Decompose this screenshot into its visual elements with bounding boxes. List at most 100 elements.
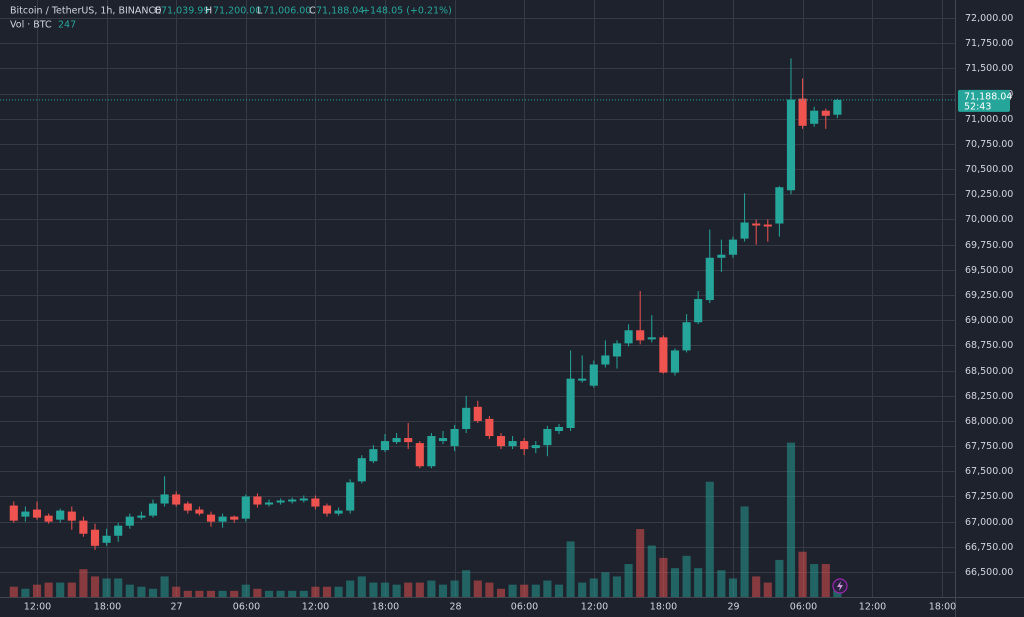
candle-body	[798, 98, 807, 126]
volume-bar	[462, 570, 471, 597]
close-letter: C	[309, 6, 316, 17]
y-tick-label: 68,500.00	[965, 366, 1013, 377]
change: +148.05 (+0.21%)	[362, 6, 452, 17]
volume-bar	[775, 559, 784, 597]
candle-body	[183, 503, 192, 511]
candle-body	[705, 257, 714, 301]
candle-body	[821, 110, 830, 116]
candle-body	[21, 511, 30, 517]
volume-bar	[496, 588, 506, 597]
volume-bar	[450, 580, 459, 597]
high-letter: H	[205, 6, 212, 17]
candle-body	[90, 529, 100, 546]
volume-bar	[705, 481, 714, 597]
volume-bar	[612, 576, 622, 597]
y-tick-label: 71,000.00	[965, 114, 1013, 125]
candle-body	[114, 525, 123, 536]
volume-bar	[114, 578, 123, 597]
volume-bar	[694, 568, 703, 597]
volume-bar	[264, 590, 274, 597]
candle-body	[322, 505, 332, 514]
volume-bar	[125, 584, 134, 597]
volume-bar	[172, 586, 181, 597]
x-tick-label: 18:00	[650, 602, 677, 613]
x-tick-label: 18:00	[94, 602, 121, 613]
volume-bar	[682, 555, 691, 597]
volume-bar	[473, 580, 482, 597]
candle-body	[624, 330, 633, 344]
candle-body	[833, 99, 842, 115]
candle-body	[125, 516, 134, 526]
volume-bar	[740, 506, 749, 597]
candle-body	[659, 337, 668, 373]
candle-body	[427, 436, 436, 467]
candle-body	[102, 535, 111, 543]
volume-bar	[299, 590, 308, 597]
volume-bar	[508, 584, 517, 597]
y-tick-label: 69,250.00	[965, 290, 1013, 301]
x-tick-label: 06:00	[233, 602, 260, 613]
candle-body	[172, 494, 181, 505]
y-tick-label: 69,750.00	[965, 240, 1013, 251]
candle-body	[44, 515, 53, 522]
volume-bar	[346, 580, 355, 597]
candle-body	[554, 426, 564, 432]
volume-bar	[380, 582, 390, 597]
volume-bar	[821, 564, 830, 597]
candle-body	[450, 428, 459, 447]
candle-body	[810, 110, 819, 124]
candle-body	[752, 223, 761, 226]
volume-bar	[427, 580, 436, 597]
y-tick-label: 67,750.00	[965, 441, 1013, 452]
symbol: Bitcoin / TetherUS, 1h, BINANCE	[10, 6, 161, 17]
x-tick-label: 18:00	[929, 602, 956, 613]
close-value: 71,188.04	[316, 6, 364, 17]
volume-bar	[636, 529, 645, 597]
y-tick-label: 72,000.00	[965, 13, 1013, 24]
volume-pane	[9, 442, 842, 597]
candle-body	[415, 443, 424, 467]
candle-body	[496, 436, 506, 447]
x-tick-label: 06:00	[511, 602, 538, 613]
candle-body	[775, 187, 784, 224]
volume-bar	[32, 584, 42, 597]
volume-bar	[253, 588, 262, 597]
lightning-icon[interactable]	[832, 578, 848, 594]
volume-bar	[218, 590, 227, 597]
candle-body	[520, 441, 529, 450]
candle-body	[740, 222, 749, 239]
x-tick-label: 28	[449, 602, 461, 613]
candle-body	[508, 441, 517, 447]
volume-bar	[786, 442, 796, 597]
volume-bar	[288, 590, 297, 597]
volume-bar	[624, 564, 633, 597]
volume-label: Vol · BTC	[10, 20, 52, 31]
candle-body	[694, 299, 703, 323]
candle-body	[288, 499, 297, 502]
y-tick-label: 68,250.00	[965, 391, 1013, 402]
volume-bar	[357, 576, 366, 597]
volume-bar	[9, 586, 18, 597]
y-tick-label: 70,000.00	[965, 214, 1013, 225]
candle-body	[404, 438, 413, 443]
volume-bar	[392, 584, 401, 597]
volume-bar	[102, 578, 111, 597]
candle-body	[380, 441, 390, 451]
y-tick-label: 66,500.00	[965, 567, 1013, 578]
volume-bar	[752, 576, 761, 597]
volume-bar	[578, 582, 587, 597]
volume-bar	[311, 586, 320, 597]
candle-body	[79, 520, 88, 534]
low-value: 71,006.00	[263, 6, 311, 17]
candle-body	[311, 498, 320, 507]
volume-bar	[230, 590, 239, 597]
volume-bar	[659, 557, 668, 597]
volume-bar	[79, 569, 88, 597]
candle-body	[786, 99, 796, 191]
volume-bar	[276, 590, 285, 597]
grid	[0, 0, 955, 597]
x-tick-label: 12:00	[581, 602, 608, 613]
candle-body	[264, 502, 274, 505]
